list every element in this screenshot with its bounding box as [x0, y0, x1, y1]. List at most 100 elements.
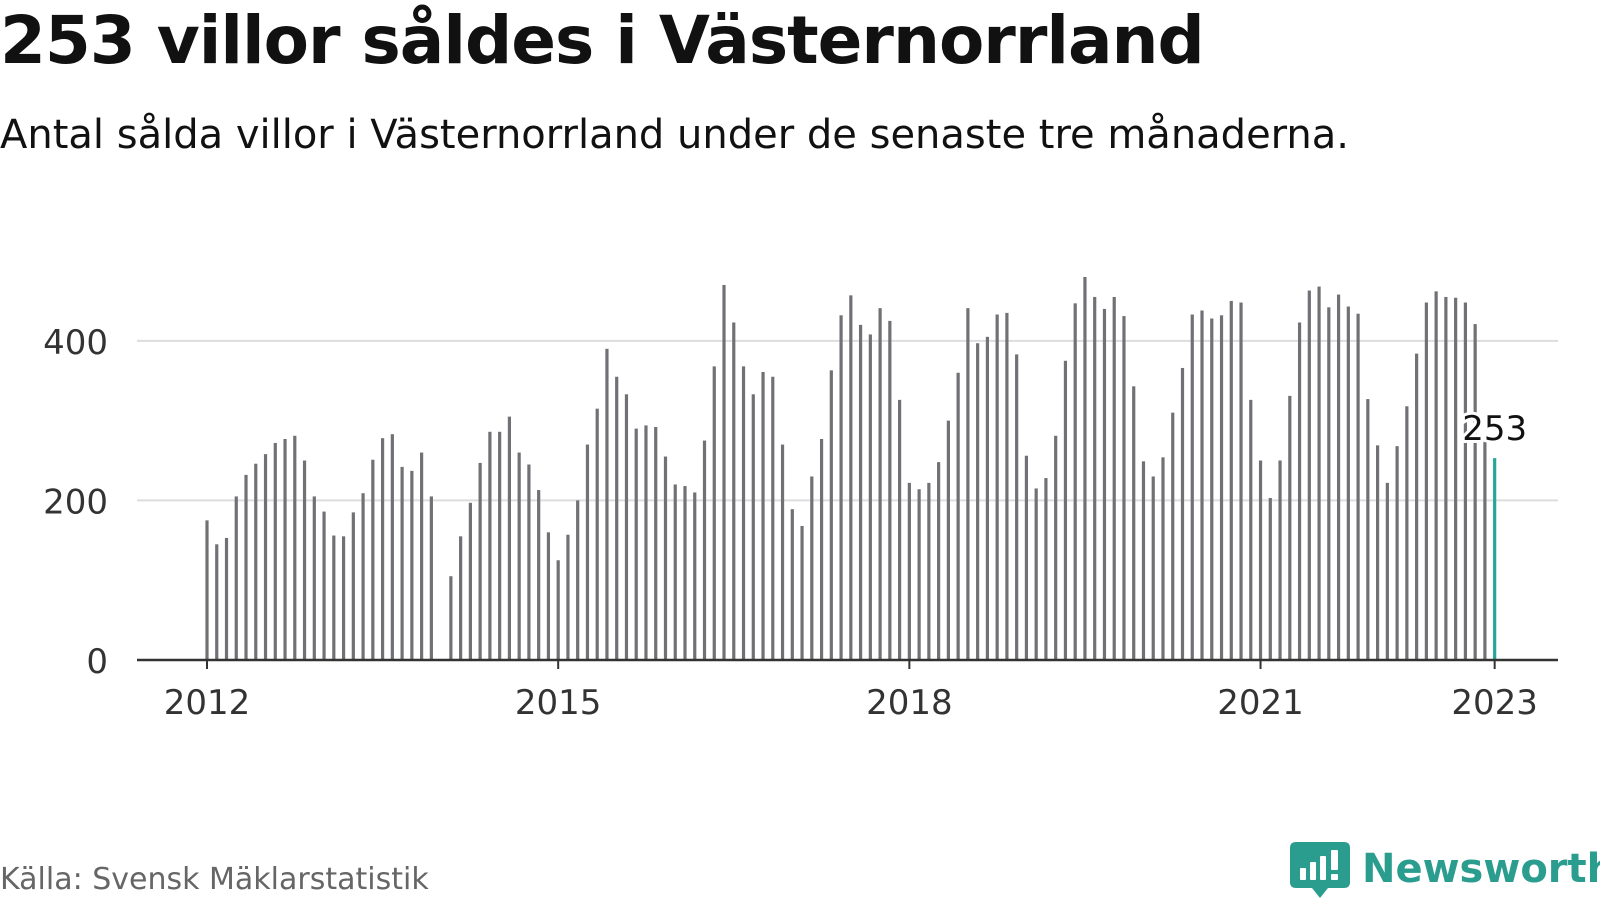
bar [410, 470, 414, 660]
bar [566, 534, 570, 660]
bar [312, 496, 316, 660]
bar [624, 394, 629, 660]
bar [673, 484, 677, 660]
bar [1346, 306, 1350, 660]
bar [527, 464, 531, 660]
bar [273, 442, 277, 660]
bar [283, 438, 287, 660]
x-tick-label-2018: 2018 [866, 683, 953, 723]
bar [849, 295, 853, 660]
bar [751, 394, 755, 660]
bar [595, 408, 599, 660]
label-layer: 0 200 400 2012 2015 2018 2021 2023 253 [43, 323, 1538, 723]
bar [1463, 302, 1467, 660]
bar [546, 532, 551, 660]
bar [732, 322, 736, 660]
bar [1278, 460, 1282, 660]
bar [644, 425, 648, 660]
bar [556, 560, 560, 660]
bar [1415, 353, 1419, 660]
bar [810, 476, 814, 660]
bar [449, 576, 453, 660]
bar [1180, 367, 1185, 660]
bar [937, 462, 941, 660]
bar [985, 336, 989, 660]
bar [1141, 461, 1146, 660]
bar [1405, 406, 1409, 660]
bar [790, 509, 794, 660]
bar [400, 466, 404, 660]
bar [771, 376, 775, 660]
bar [1473, 324, 1477, 660]
highlight-value-label: 253 [1462, 409, 1527, 449]
bar [371, 459, 375, 660]
bar [1376, 445, 1380, 660]
grid-layer [137, 339, 1558, 502]
bar [1093, 296, 1097, 660]
bar [907, 482, 911, 660]
bar [1395, 446, 1399, 660]
axis-layer [137, 658, 1558, 669]
bar [898, 399, 902, 660]
bar [488, 431, 492, 660]
source-note: Källa: Svensk Mäklarstatistik [0, 862, 429, 897]
bar [615, 376, 619, 660]
bar [1102, 308, 1107, 660]
bar [332, 535, 336, 660]
bar [829, 370, 833, 660]
bar [390, 434, 394, 660]
bar [819, 438, 824, 660]
y-tick-label-400: 400 [43, 323, 108, 363]
bar [478, 462, 482, 660]
bar [995, 314, 999, 660]
bar [1366, 399, 1370, 660]
bar [322, 511, 326, 660]
bar [966, 308, 970, 660]
bar [722, 284, 726, 660]
bar [1190, 314, 1194, 660]
bar [1151, 476, 1155, 660]
bar [741, 366, 746, 660]
chart-subtitle: Antal sålda villor i Västernorrland unde… [0, 112, 1350, 158]
bar [380, 438, 385, 660]
bar [244, 474, 248, 660]
bar [576, 500, 580, 660]
chart-title: 253 villor såldes i Västernorrland [0, 2, 1205, 79]
y-tick-label-200: 200 [43, 482, 108, 522]
bar [429, 496, 433, 660]
bar [498, 431, 502, 660]
bar [780, 444, 785, 660]
bar [693, 492, 697, 660]
bar [917, 489, 921, 660]
bar [1317, 286, 1321, 660]
bar [361, 493, 365, 660]
bar [663, 456, 668, 660]
bar [1454, 297, 1458, 660]
bar [468, 502, 472, 660]
bar [1356, 313, 1360, 660]
bar [1483, 440, 1487, 660]
bar [293, 435, 297, 660]
newsworthy-logo-icon [1290, 842, 1350, 898]
bar [1249, 399, 1253, 660]
bar [634, 428, 638, 660]
bar [654, 427, 658, 660]
x-tick-label-2023: 2023 [1451, 683, 1538, 723]
bar [1307, 290, 1311, 660]
bar [1083, 277, 1087, 660]
bar [459, 536, 463, 660]
x-tick-label-2021: 2021 [1217, 683, 1304, 723]
bar [537, 490, 541, 660]
bar [712, 366, 716, 660]
bar-layer [205, 277, 1497, 660]
bar [1112, 296, 1116, 660]
bar [888, 320, 892, 660]
bar [868, 334, 872, 660]
bar [683, 486, 687, 660]
bar [1434, 291, 1438, 660]
bar [800, 525, 804, 660]
bar [1258, 460, 1263, 660]
bar [507, 416, 512, 660]
bar [702, 440, 707, 660]
